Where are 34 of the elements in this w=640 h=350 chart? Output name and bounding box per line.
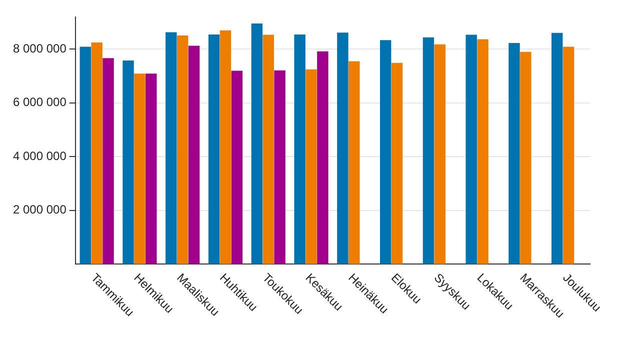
bar — [231, 70, 243, 264]
bar — [146, 74, 157, 264]
bar — [380, 40, 392, 264]
bar — [274, 70, 286, 264]
bar — [262, 34, 274, 264]
bar — [134, 74, 146, 264]
y-tick-label: 2 000 000 — [12, 202, 67, 217]
y-tick-label: 6 000 000 — [12, 95, 67, 110]
bar — [520, 52, 532, 264]
y-tick-label: 4 000 000 — [12, 148, 67, 163]
bar — [317, 51, 328, 264]
bar — [102, 58, 114, 264]
bar — [91, 42, 102, 264]
y-tick-label: 8 000 000 — [12, 42, 67, 56]
bar — [337, 32, 348, 264]
bar — [166, 32, 177, 264]
bar — [294, 34, 306, 264]
bar — [80, 46, 91, 264]
bar — [188, 46, 200, 264]
bar — [220, 30, 232, 264]
bar — [348, 61, 360, 264]
bar — [122, 60, 134, 264]
bar — [562, 46, 574, 264]
bar — [251, 23, 263, 264]
bar — [422, 37, 434, 264]
bar — [434, 44, 446, 264]
bar — [306, 69, 317, 264]
bar — [208, 34, 220, 264]
bar — [477, 39, 488, 264]
bar — [391, 62, 403, 264]
bar — [466, 34, 477, 264]
bar — [176, 36, 188, 264]
bar — [552, 32, 563, 264]
bar — [508, 43, 520, 264]
